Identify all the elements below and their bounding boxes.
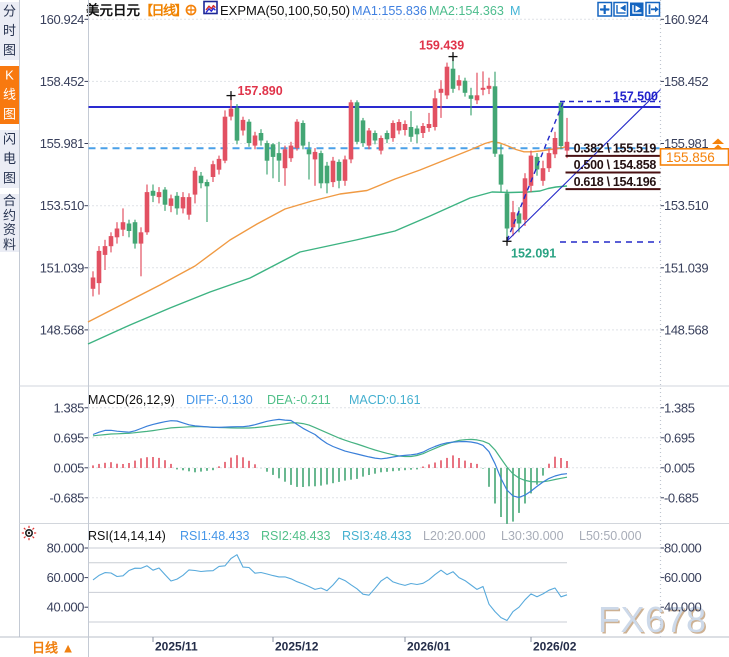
- svg-text:DIFF:-0.130: DIFF:-0.130: [186, 393, 253, 407]
- svg-text:资: 资: [3, 222, 16, 237]
- svg-text:分: 分: [3, 4, 16, 19]
- svg-text:日线 ▲: 日线 ▲: [32, 641, 74, 656]
- svg-text:美元日元: 美元日元: [86, 2, 140, 18]
- svg-text:L30:30.000: L30:30.000: [501, 529, 564, 543]
- svg-text:MACD(26,12,9): MACD(26,12,9): [88, 393, 175, 407]
- svg-text:0.005: 0.005: [664, 460, 695, 475]
- svg-text:0.500 \ 154.858: 0.500 \ 154.858: [574, 158, 657, 172]
- svg-text:2026/02: 2026/02: [533, 640, 577, 654]
- svg-text:-0.685: -0.685: [664, 490, 699, 505]
- svg-text:155.981: 155.981: [40, 136, 84, 151]
- svg-text:60.000: 60.000: [47, 570, 85, 585]
- svg-text:2025/12: 2025/12: [275, 640, 319, 654]
- svg-text:EXPMA(50,100,50,50): EXPMA(50,100,50,50): [220, 3, 350, 18]
- svg-text:DEA:-0.211: DEA:-0.211: [267, 393, 331, 407]
- svg-text:-0.685: -0.685: [50, 490, 85, 505]
- svg-text:L50:50.000: L50:50.000: [579, 529, 642, 543]
- svg-text:148.568: 148.568: [40, 322, 84, 337]
- svg-text:153.510: 153.510: [664, 198, 708, 213]
- svg-text:MACD:0.161: MACD:0.161: [349, 393, 421, 407]
- svg-text:2025/11: 2025/11: [155, 640, 198, 654]
- svg-text:157.890: 157.890: [238, 84, 283, 98]
- svg-text:0.618 \ 154.196: 0.618 \ 154.196: [574, 175, 657, 189]
- svg-text:FX678: FX678: [600, 601, 709, 642]
- svg-text:RSI2:48.433: RSI2:48.433: [261, 529, 331, 543]
- svg-text:152.091: 152.091: [511, 247, 556, 261]
- svg-text:线: 线: [3, 87, 16, 102]
- svg-text:151.039: 151.039: [664, 260, 708, 275]
- svg-text:80.000: 80.000: [47, 541, 85, 556]
- svg-text:40.000: 40.000: [47, 600, 85, 615]
- svg-text:RSI1:48.433: RSI1:48.433: [180, 529, 250, 543]
- svg-text:160.924: 160.924: [664, 12, 708, 27]
- svg-text:图: 图: [3, 106, 16, 121]
- svg-text:约: 约: [3, 208, 16, 223]
- svg-text:图: 图: [3, 42, 16, 57]
- svg-text:80.000: 80.000: [664, 541, 702, 556]
- svg-text:160.924: 160.924: [40, 12, 84, 27]
- svg-text:合: 合: [3, 193, 16, 208]
- svg-text:40.000: 40.000: [664, 600, 702, 615]
- svg-text:K: K: [5, 68, 14, 83]
- svg-text:RSI3:48.433: RSI3:48.433: [342, 529, 412, 543]
- svg-text:0.695: 0.695: [53, 430, 84, 445]
- svg-text:【日线】: 【日线】: [140, 3, 186, 18]
- svg-text:159.439: 159.439: [419, 39, 464, 53]
- svg-text:155.981: 155.981: [664, 136, 708, 151]
- svg-text:RSI(14,14,14): RSI(14,14,14): [88, 529, 166, 543]
- svg-text:158.452: 158.452: [664, 74, 708, 89]
- svg-text:闪: 闪: [3, 132, 16, 147]
- svg-text:60.000: 60.000: [664, 570, 702, 585]
- svg-text:MA1:155.836: MA1:155.836: [352, 4, 427, 18]
- svg-text:151.039: 151.039: [40, 260, 84, 275]
- svg-text:0.695: 0.695: [664, 430, 695, 445]
- svg-text:1.385: 1.385: [664, 400, 695, 415]
- svg-text:FX678: FX678: [598, 599, 707, 640]
- svg-text:MA2:154.363: MA2:154.363: [429, 4, 504, 18]
- svg-text:2026/01: 2026/01: [407, 640, 451, 654]
- svg-text:料: 料: [3, 237, 16, 252]
- svg-text:157.500: 157.500: [613, 90, 658, 104]
- svg-text:时: 时: [3, 23, 16, 38]
- svg-text:148.568: 148.568: [664, 322, 708, 337]
- svg-text:155.856: 155.856: [666, 150, 715, 165]
- svg-text:0.005: 0.005: [53, 460, 84, 475]
- svg-text:1.385: 1.385: [53, 400, 84, 415]
- svg-text:电: 电: [3, 151, 16, 166]
- svg-text:0.382 \ 155.519: 0.382 \ 155.519: [574, 142, 657, 156]
- svg-text:图: 图: [3, 170, 16, 185]
- svg-text:M: M: [510, 4, 521, 18]
- svg-text:153.510: 153.510: [40, 198, 84, 213]
- svg-text:L20:20.000: L20:20.000: [423, 529, 486, 543]
- svg-text:158.452: 158.452: [40, 74, 84, 89]
